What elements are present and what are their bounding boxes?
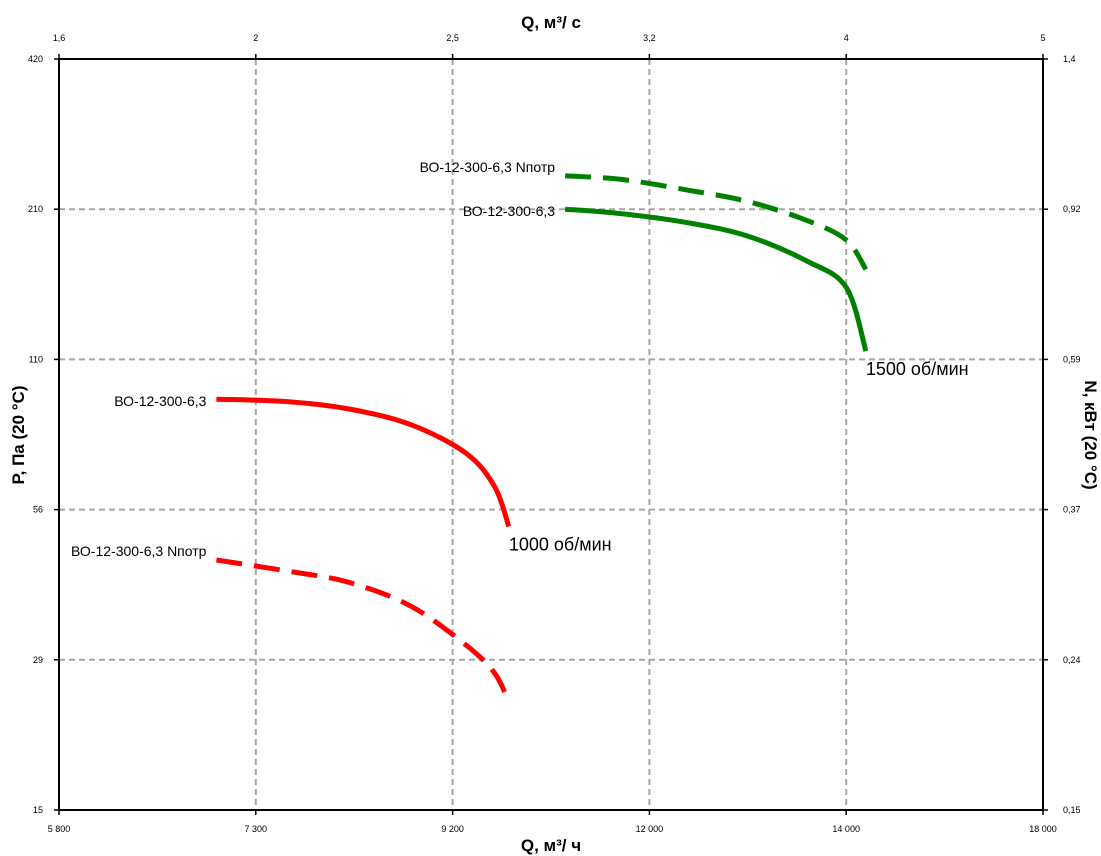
y-left-tick-label: 210 xyxy=(28,204,43,214)
y-left-tick-label: 15 xyxy=(33,805,43,815)
power-curve xyxy=(216,557,512,704)
series-layer xyxy=(216,173,869,704)
y-left-tick-label: 56 xyxy=(33,505,43,515)
y-right-tick-label: 0,59 xyxy=(1063,354,1081,364)
y-left-tick-label: 29 xyxy=(33,655,43,665)
x-bottom-tick-label: 18 000 xyxy=(1029,824,1057,834)
y-right-tick-label: 0,15 xyxy=(1063,805,1081,815)
x-top-tick-label: 2,5 xyxy=(446,33,459,43)
x-bottom-tick-label: 7 300 xyxy=(245,824,268,834)
y-right-tick-label: 0,37 xyxy=(1063,505,1081,515)
y-left-tick-label: 110 xyxy=(29,354,43,364)
y-right-tick-label: 0,92 xyxy=(1063,204,1081,214)
x-top-tick-label: 4 xyxy=(844,33,849,43)
y-right-tick-label: 0,24 xyxy=(1063,655,1081,665)
x-bottom-tick-label: 9 200 xyxy=(441,824,464,834)
series-name-label: ВО-12-300-6,3 Nпотр xyxy=(71,543,207,559)
x-bottom-tick-label: 12 000 xyxy=(636,824,664,834)
y-right-tick-label: 1,4 xyxy=(1063,54,1076,64)
y-left-axis-title: P, Па (20 °C) xyxy=(9,385,28,484)
series-name-label: ВО-12-300-6,3 Nпотр xyxy=(420,159,556,175)
x-top-tick-label: 3,2 xyxy=(643,33,656,43)
y-right-axis-title: N, кВт (20 °C) xyxy=(1081,380,1100,489)
tick-layer: 5 800 7 300 9 200 12 000 14 000 18 000 1,6 2 2,5… xyxy=(28,33,1081,834)
speed-label: 1500 об/мин xyxy=(866,359,969,379)
x-top-axis-title: Q, м³/ с xyxy=(521,13,581,32)
x-bottom-tick-label: 14 000 xyxy=(832,824,860,834)
x-top-tick-label: 2 xyxy=(253,33,258,43)
x-top-tick-label: 5 xyxy=(1040,33,1045,43)
series-name-label: ВО-12-300-6,3 xyxy=(114,393,206,409)
y-left-tick-label: 420 xyxy=(28,54,43,64)
power-curve xyxy=(564,173,869,271)
x-bottom-tick-label: 5 800 xyxy=(48,824,71,834)
pressure-curve xyxy=(216,396,512,528)
x-top-tick-label: 1,6 xyxy=(53,33,66,43)
plot-frame xyxy=(58,58,1044,811)
x-bottom-axis-title: Q, м³/ ч xyxy=(521,836,581,855)
pressure-curve xyxy=(564,206,869,352)
label-layer: ВО-12-300-6,3 1000 об/мин ВО-12-300-6,3 Nп… xyxy=(71,159,969,559)
series-name-label: ВО-12-300-6,3 xyxy=(463,203,555,219)
speed-label: 1000 об/мин xyxy=(509,535,612,555)
